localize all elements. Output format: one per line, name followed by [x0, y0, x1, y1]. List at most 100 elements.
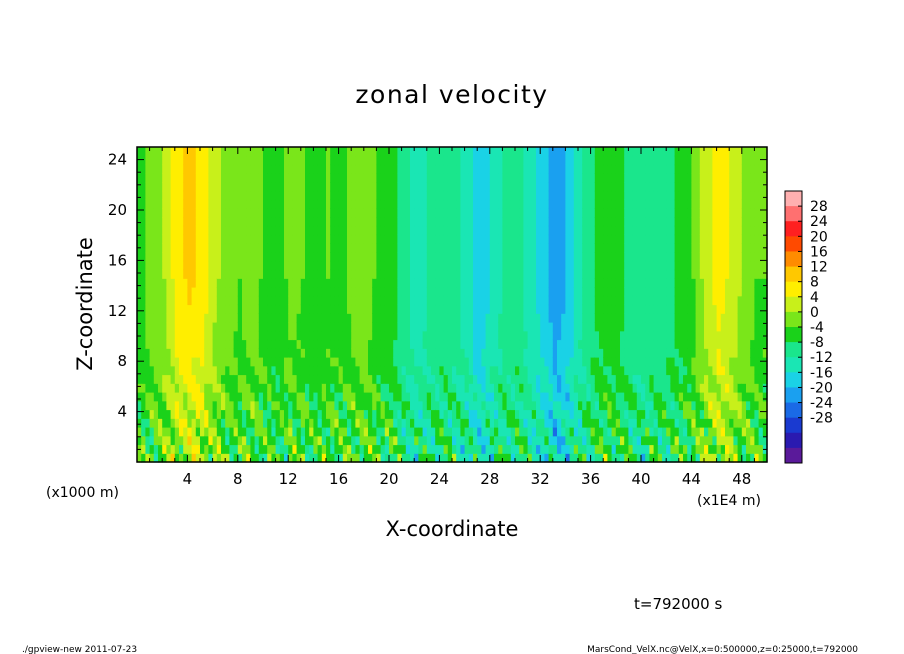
heatmap-cell	[279, 339, 285, 349]
heatmap-cell	[359, 208, 365, 218]
heatmap-cell	[464, 409, 470, 419]
heatmap-cell	[212, 147, 218, 157]
heatmap-cell	[573, 444, 579, 454]
heatmap-cell	[292, 190, 298, 201]
heatmap-cell	[330, 190, 335, 201]
heatmap-cell	[410, 269, 415, 279]
heatmap-cell	[494, 260, 499, 271]
heatmap-cell	[242, 243, 247, 253]
heatmap-cell	[326, 383, 331, 393]
heatmap-cell	[653, 304, 659, 314]
heatmap-cell	[158, 313, 163, 323]
heatmap-cell	[342, 147, 348, 157]
heatmap-cell	[477, 418, 482, 428]
heatmap-cell	[527, 330, 533, 341]
heatmap-cell	[540, 322, 545, 332]
heatmap-cell	[204, 400, 209, 411]
heatmap-cell	[699, 400, 705, 411]
heatmap-cell	[502, 339, 508, 349]
heatmap-cell	[347, 260, 352, 271]
heatmap-cell	[368, 453, 373, 463]
heatmap-cell	[527, 453, 533, 463]
heatmap-cell	[548, 164, 554, 174]
heatmap-cell	[523, 418, 529, 428]
heatmap-cell	[221, 260, 226, 271]
heatmap-cell	[544, 348, 550, 358]
heatmap-cell	[678, 348, 684, 358]
heatmap-cell	[334, 208, 340, 218]
heatmap-cell	[464, 435, 470, 446]
heatmap-cell	[330, 182, 335, 192]
heatmap-cell	[221, 173, 226, 183]
heatmap-cell	[607, 313, 613, 323]
heatmap-cell	[678, 357, 684, 367]
heatmap-cell	[237, 365, 243, 376]
heatmap-cell	[708, 190, 713, 201]
heatmap-cell	[464, 182, 470, 192]
heatmap-cell	[351, 147, 356, 157]
heatmap-cell	[649, 400, 655, 411]
heatmap-cell	[305, 313, 310, 323]
heatmap-cell	[317, 147, 323, 157]
heatmap-cell	[594, 427, 600, 437]
heatmap-cell	[531, 252, 537, 262]
heatmap-cell	[279, 444, 285, 454]
heatmap-cell	[510, 453, 516, 463]
heatmap-cell	[431, 339, 436, 349]
heatmap-cell	[573, 295, 579, 306]
heatmap-cell	[464, 348, 470, 358]
heatmap-cell	[615, 243, 621, 253]
heatmap-cell	[666, 173, 671, 183]
heatmap-cell	[645, 243, 650, 253]
heatmap-cell	[636, 147, 642, 157]
heatmap-cell	[557, 400, 562, 411]
heatmap-cell	[267, 348, 272, 358]
heatmap-cell	[254, 208, 260, 218]
heatmap-cell	[527, 435, 533, 446]
heatmap-cell	[149, 269, 155, 279]
heatmap-cell	[439, 392, 445, 402]
heatmap-cell	[389, 418, 394, 428]
heatmap-cell	[359, 435, 365, 446]
heatmap-cell	[418, 409, 424, 419]
heatmap-cell	[510, 427, 516, 437]
heatmap-cell	[393, 444, 398, 454]
heatmap-cell	[636, 435, 642, 446]
heatmap-cell	[452, 348, 457, 358]
heatmap-cell	[540, 383, 545, 393]
heatmap-cell	[275, 435, 281, 446]
heatmap-cell	[380, 164, 386, 174]
heatmap-cell	[431, 453, 436, 463]
heatmap-cell	[485, 304, 491, 314]
heatmap-cell	[615, 278, 621, 288]
heatmap-cell	[191, 383, 197, 393]
heatmap-cell	[468, 295, 474, 306]
heatmap-cell	[456, 435, 461, 446]
heatmap-cell	[321, 304, 327, 314]
heatmap-cell	[212, 164, 218, 174]
heatmap-cell	[561, 182, 566, 192]
heatmap-cell	[418, 173, 424, 183]
heatmap-cell	[573, 418, 579, 428]
heatmap-cell	[477, 243, 482, 253]
heatmap-cell	[544, 234, 550, 244]
heatmap-cell	[683, 313, 688, 323]
heatmap-cell	[313, 234, 319, 244]
heatmap-cell	[494, 435, 499, 446]
heatmap-cell	[376, 217, 382, 227]
heatmap-cell	[691, 453, 697, 463]
heatmap-cell	[380, 339, 386, 349]
heatmap-cell	[452, 173, 457, 183]
heatmap-cell	[510, 444, 516, 454]
heatmap-cell	[258, 427, 264, 437]
heatmap-cell	[317, 252, 323, 262]
heatmap-cell	[405, 330, 411, 341]
heatmap-cell	[229, 383, 235, 393]
heatmap-cell	[603, 435, 608, 446]
heatmap-cell	[548, 182, 554, 192]
heatmap-cell	[464, 199, 470, 209]
heatmap-cell	[531, 348, 537, 358]
heatmap-cell	[544, 435, 550, 446]
heatmap-cell	[653, 339, 659, 349]
heatmap-cell	[615, 400, 621, 411]
